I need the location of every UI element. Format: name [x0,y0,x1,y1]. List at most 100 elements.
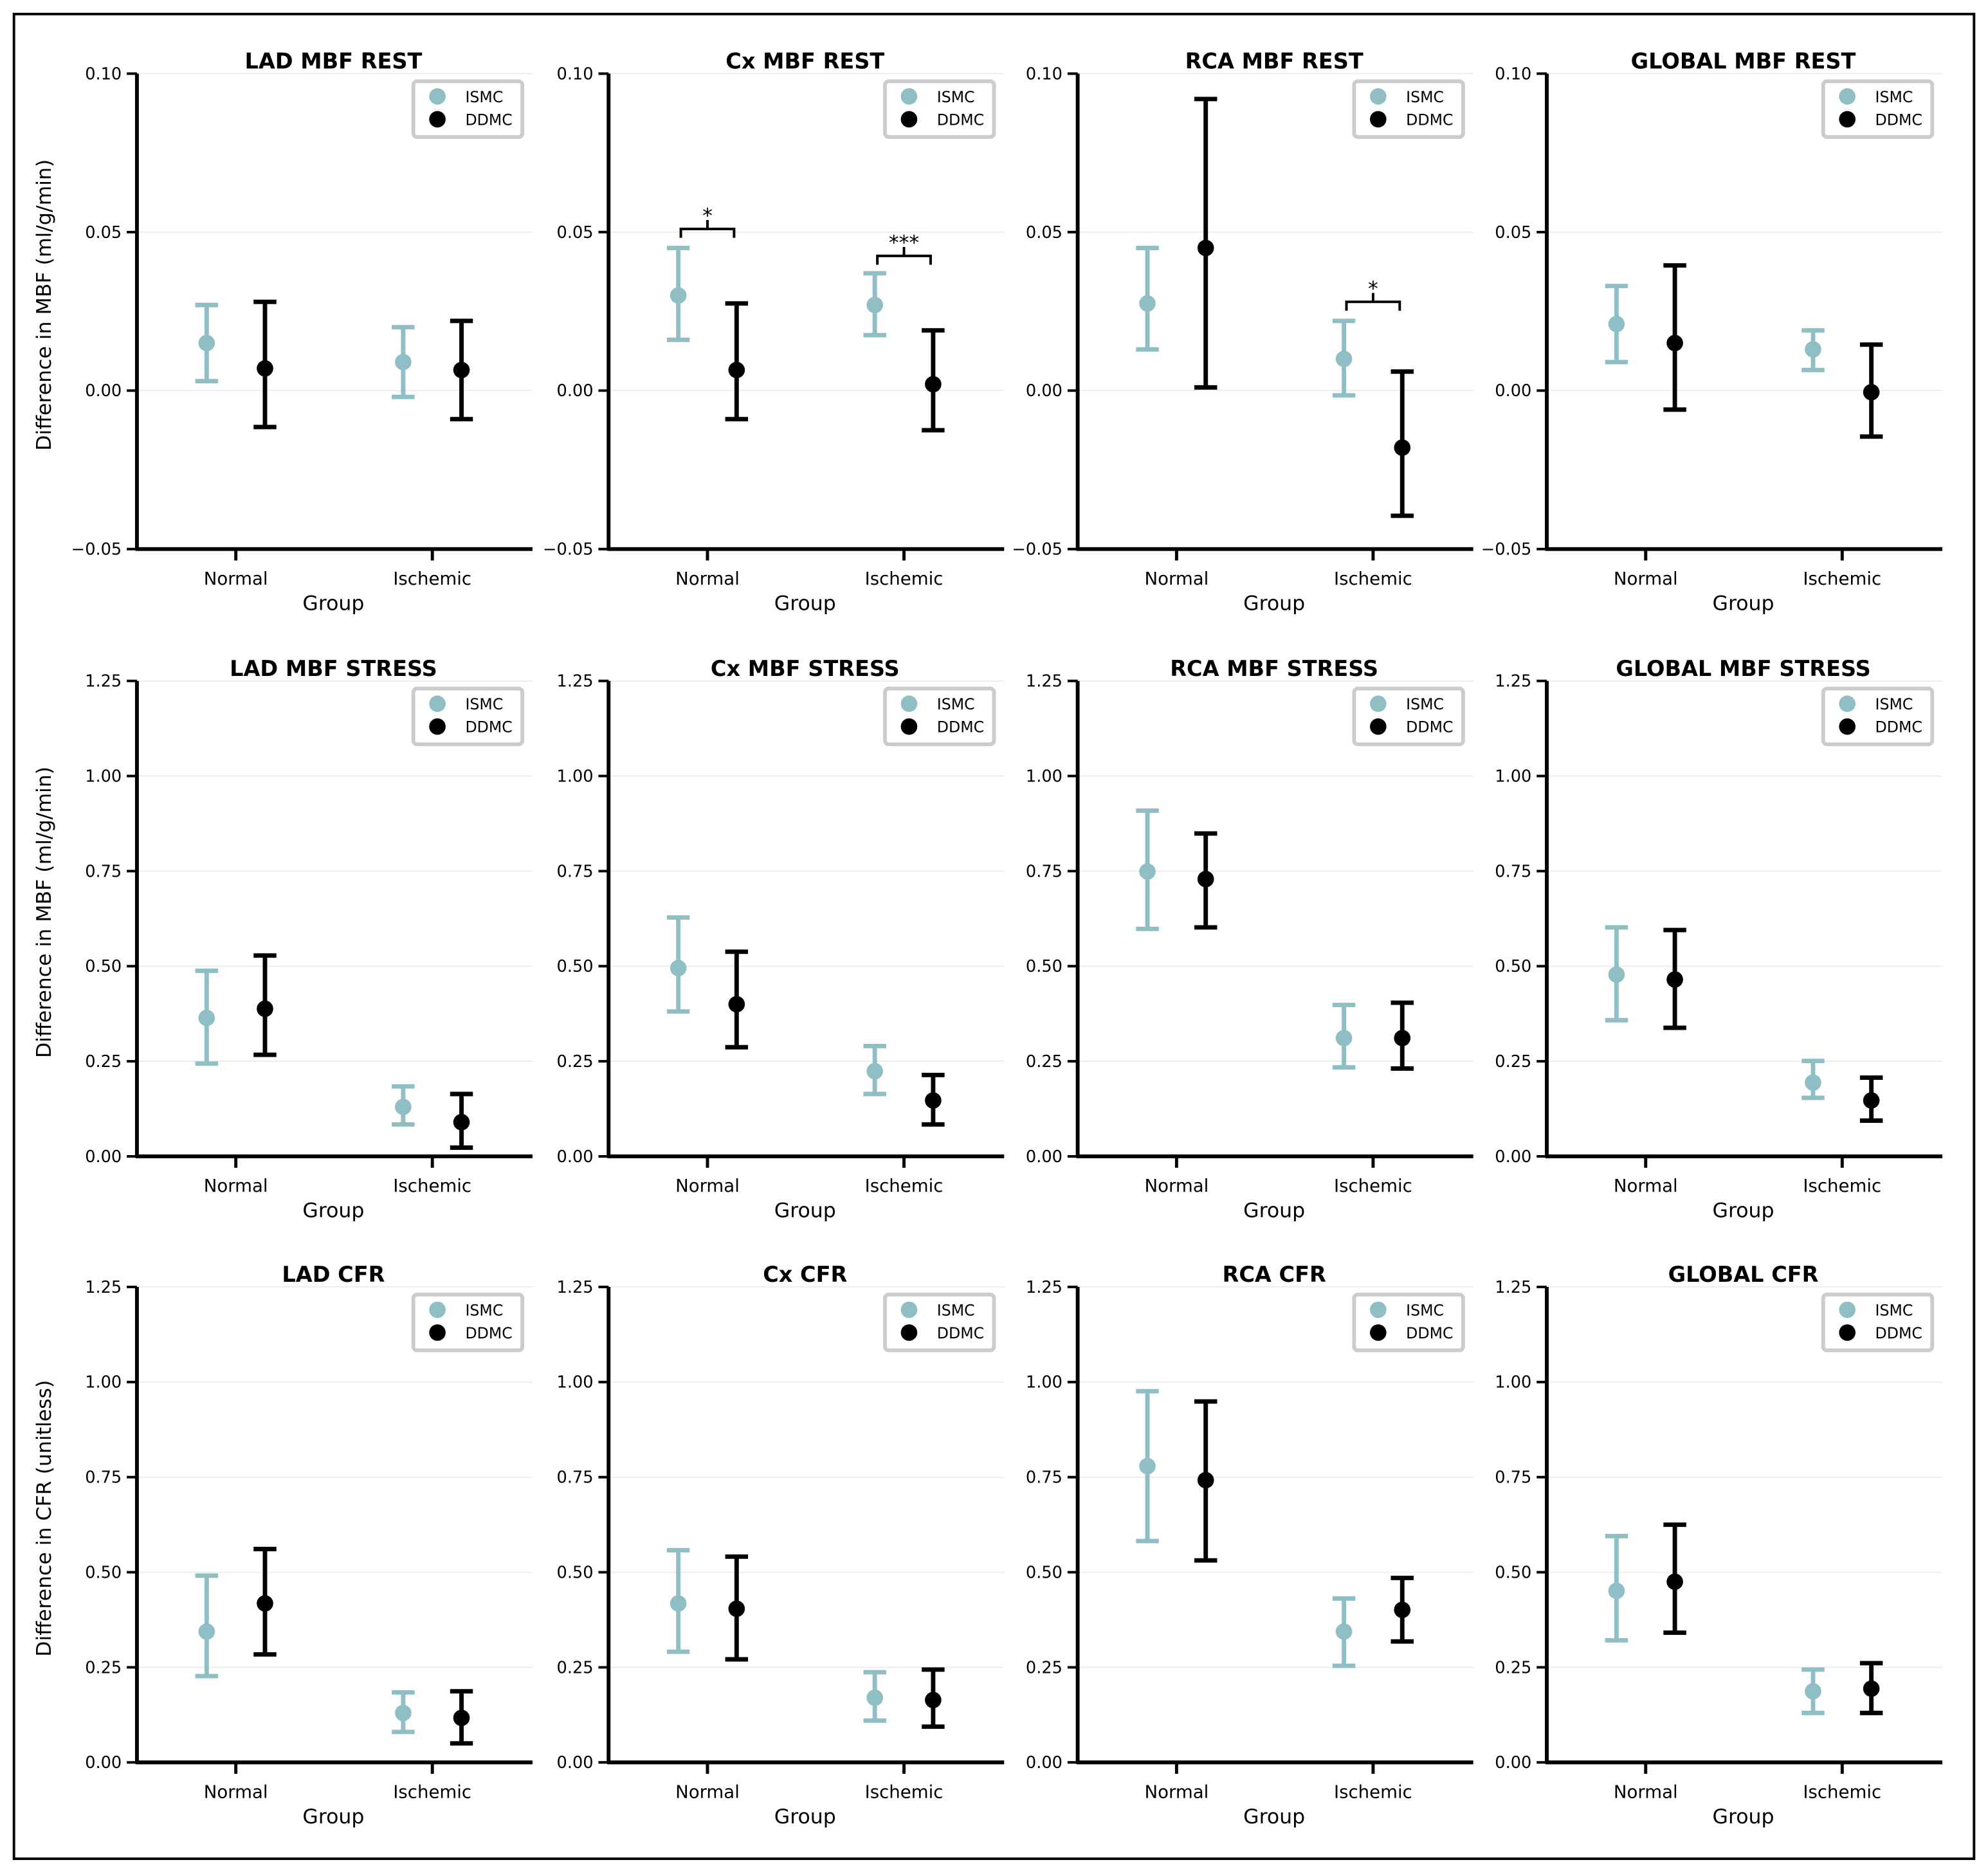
legend-marker-ismc [900,1301,918,1318]
legend-marker-ddmc [429,111,446,128]
legend: ISMC DDMC [411,686,525,747]
legend-label: DDMC [937,718,984,736]
mean-point-ismc [1335,351,1353,367]
mean-point-ismc [395,354,412,370]
y-tick-label: 1.25 [1495,1278,1531,1297]
x-tick-label: Normal [204,568,268,589]
x-axis-label: Group [1713,1199,1774,1223]
y-tick-label: 0.00 [557,1147,594,1167]
x-tick-label: Ischemic [865,568,944,589]
legend-marker-ismc [1369,1301,1387,1318]
x-tick-label: Normal [1144,1175,1208,1196]
legend-label: ISMC [465,88,503,106]
significance-bracket [679,220,736,238]
mean-point-ismc [1805,1682,1821,1700]
y-tick-label: 1.00 [1495,1373,1531,1392]
subplot: −0.05 0.00 0.05 0.10 Normal Ischemic Group RCA … [1012,49,1473,615]
subplot: −0.05 0.00 0.05 0.10 Normal Ischemic Group Cx M… [543,49,1005,615]
legend: ISMC DDMC [883,79,996,140]
mean-point-ismc [395,1704,412,1722]
x-tick-label: Ischemic [865,1175,944,1196]
legend-label: DDMC [1406,718,1453,736]
x-axis-label: Group [774,1199,836,1223]
y-tick-label: 0.75 [1495,862,1531,881]
mean-point-ddmc [1863,1680,1880,1697]
x-tick-label: Normal [675,568,740,589]
y-tick-label: 0.75 [1026,862,1062,881]
legend-label: DDMC [465,718,512,736]
x-axis-label: Group [1713,1805,1774,1828]
y-tick-label: 0.00 [1495,1753,1531,1773]
significance-bracket [1345,293,1401,311]
mean-point-ddmc [1197,1472,1214,1489]
y-axis-label: Difference in CFR (unitless) [33,1380,56,1657]
subplot: 0.00 0.25 0.50 0.75 1.00 1.25 Normal Ischemic Gr… [557,1262,1005,1828]
legend-label: ISMC [1875,88,1913,106]
x-tick-label: Ischemic [393,1175,471,1196]
chart-title: LAD CFR [282,1262,385,1287]
chart-title: LAD MBF STRESS [230,656,437,681]
x-tick-label: Normal [1614,1175,1678,1196]
mean-point-ddmc [728,1600,745,1618]
mean-point-ismc [1335,1623,1353,1640]
legend-label: ISMC [937,88,975,106]
x-axis-label: Group [774,592,836,615]
mean-point-ddmc [1394,439,1411,456]
mean-point-ddmc [453,1709,470,1726]
x-tick-label: Ischemic [1334,1781,1412,1802]
y-tick-label: 1.25 [1495,672,1531,691]
chart-title: GLOBAL MBF REST [1631,49,1856,74]
mean-point-ddmc [728,996,745,1013]
x-tick-label: Ischemic [865,1781,944,1802]
y-tick-label: 0.05 [85,223,122,242]
legend-label: ISMC [1406,695,1444,713]
legend-marker-ismc [429,1301,446,1318]
x-tick-label: Normal [675,1175,740,1196]
chart-title: Cx MBF REST [725,49,884,74]
legend: ISMC DDMC [883,686,996,747]
y-tick-label: 0.05 [1026,223,1062,242]
subplot: −0.05 0.00 0.05 0.10 Normal Ischemic Group GLOB… [1481,49,1943,615]
x-tick-label: Ischemic [1803,568,1881,589]
mean-point-ddmc [925,1691,942,1709]
subplot: 0.00 0.25 0.50 0.75 1.00 1.25 Normal Ischemic Gr… [33,656,533,1223]
y-axis-label: Difference in MBF (ml/g/min) [33,160,56,451]
mean-point-ismc [1805,1074,1821,1091]
subplot: 0.00 0.25 0.50 0.75 1.00 1.25 Normal Ischemic Gr… [1026,656,1473,1223]
legend-marker-ddmc [1839,111,1856,128]
legend-label: DDMC [1875,111,1922,129]
mean-point-ddmc [257,1000,273,1017]
y-tick-label: 1.25 [85,1278,122,1297]
y-tick-label: 0.25 [557,1052,594,1071]
legend-marker-ddmc [1369,718,1387,735]
y-tick-label: 0.00 [85,381,122,401]
legend: ISMC DDMC [1352,79,1465,140]
y-tick-label: 0.25 [557,1658,594,1677]
legend-label: ISMC [1875,1301,1913,1319]
y-tick-label: 0.25 [1026,1658,1062,1677]
mean-point-ismc [1139,1457,1156,1475]
significance-label: *** [889,232,919,255]
chart-title: GLOBAL CFR [1668,1262,1819,1287]
legend-marker-ismc [900,88,918,105]
x-tick-label: Normal [204,1781,268,1802]
y-tick-label: 0.00 [1026,381,1062,401]
legend-marker-ddmc [1839,1324,1856,1341]
y-tick-label: 0.50 [1495,957,1531,976]
y-tick-label: 0.50 [1026,1563,1062,1582]
chart-title: RCA MBF STRESS [1170,656,1378,681]
legend-marker-ddmc [1839,718,1856,735]
mean-point-ismc [866,296,884,314]
x-tick-label: Normal [675,1781,740,1802]
y-axis-label: Difference in MBF (ml/g/min) [33,767,56,1058]
legend-marker-ismc [1839,1301,1856,1318]
mean-point-ddmc [453,1113,470,1131]
mean-point-ddmc [1863,1092,1880,1109]
chart-title: GLOBAL MBF STRESS [1616,656,1870,681]
mean-point-ismc [1805,341,1821,358]
y-tick-label: 0.50 [1495,1563,1531,1582]
chart-title: Cx MBF STRESS [711,656,900,681]
mean-point-ismc [1335,1030,1353,1046]
x-axis-label: Group [302,1199,364,1223]
y-tick-label: 0.00 [85,1147,122,1167]
